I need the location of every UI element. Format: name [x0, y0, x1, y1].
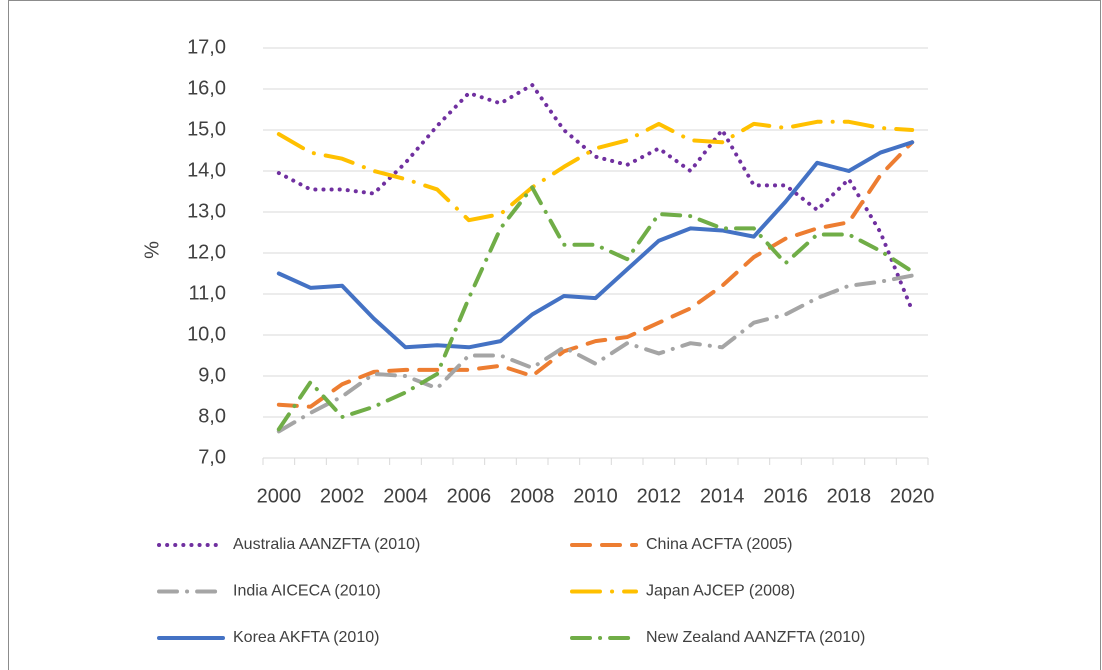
x-tick-label: 2008: [510, 485, 555, 507]
y-tick-label: 10,0: [187, 323, 226, 345]
data-line: [276, 119, 915, 223]
legend-label: Korea AKFTA (2010): [233, 629, 379, 646]
y-tick-label: 8,0: [198, 405, 226, 427]
x-tick-label: 2016: [763, 485, 808, 507]
y-axis-label: %: [141, 241, 163, 259]
data-line: [276, 140, 915, 350]
x-tick-label: 2018: [827, 485, 872, 507]
legend-label: China ACFTA (2005): [646, 536, 792, 553]
x-tick-label: 2010: [573, 485, 618, 507]
y-tick-label: 11,0: [189, 282, 226, 304]
y-tick-label: 16,0: [187, 77, 226, 99]
legend-label: Australia AANZFTA (2010): [233, 536, 420, 553]
x-tick-label: 2000: [257, 485, 302, 507]
y-tick-label: 15,0: [187, 118, 226, 140]
x-tick-label: 2004: [383, 485, 428, 507]
x-tick-label: 2020: [890, 485, 935, 507]
x-tick-label: 2006: [447, 485, 492, 507]
data-line: [276, 140, 915, 409]
y-tick-label: 14,0: [187, 159, 226, 181]
legend-label: India AICECA (2010): [233, 583, 381, 600]
data-line: [276, 185, 915, 432]
y-tick-label: 7,0: [198, 446, 226, 468]
y-tick-label: 12,0: [187, 241, 226, 263]
frame: [8, 0, 1101, 670]
legend-label: Japan AJCEP (2008): [646, 583, 795, 600]
x-tick-label: 2012: [637, 485, 682, 507]
y-tick-label: 17,0: [187, 36, 226, 58]
data-line: [276, 273, 915, 434]
data-line: [276, 82, 915, 313]
legend-label: New Zealand AANZFTA (2010): [646, 629, 865, 646]
x-tick-label: 2014: [700, 485, 745, 507]
y-tick-label: 9,0: [198, 364, 226, 386]
y-tick-label: 13,0: [187, 200, 226, 222]
x-tick-label: 2002: [320, 485, 365, 507]
